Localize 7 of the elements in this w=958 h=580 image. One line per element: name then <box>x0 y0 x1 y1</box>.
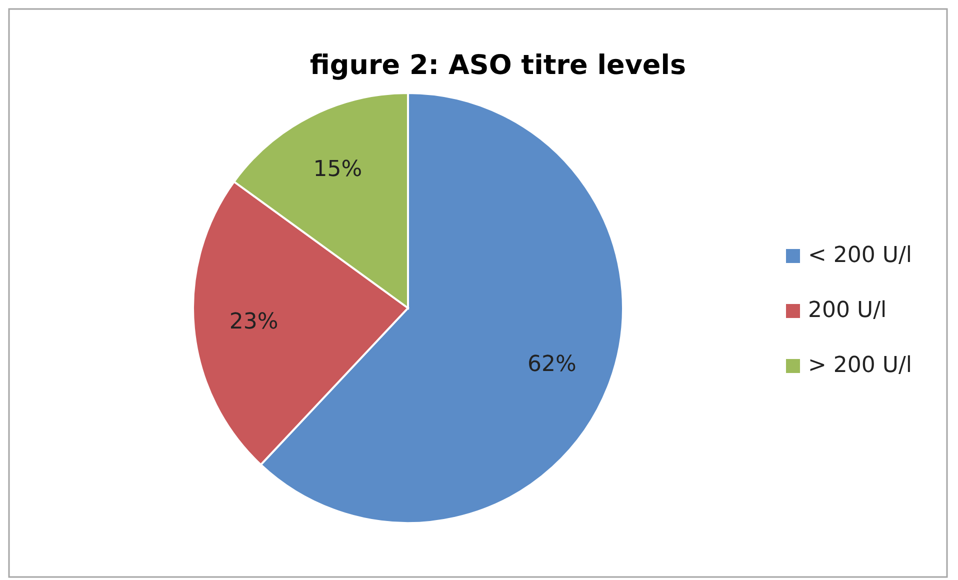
legend-label: 200 U/l <box>808 298 887 324</box>
legend-label: < 200 U/l <box>808 243 912 268</box>
data-label: 23% <box>229 310 278 335</box>
chart-title: figure 2: ASO titre levels <box>310 50 686 81</box>
data-label: 62% <box>527 352 576 377</box>
data-label: 15% <box>313 157 362 182</box>
legend-label: > 200 U/l <box>808 353 912 378</box>
